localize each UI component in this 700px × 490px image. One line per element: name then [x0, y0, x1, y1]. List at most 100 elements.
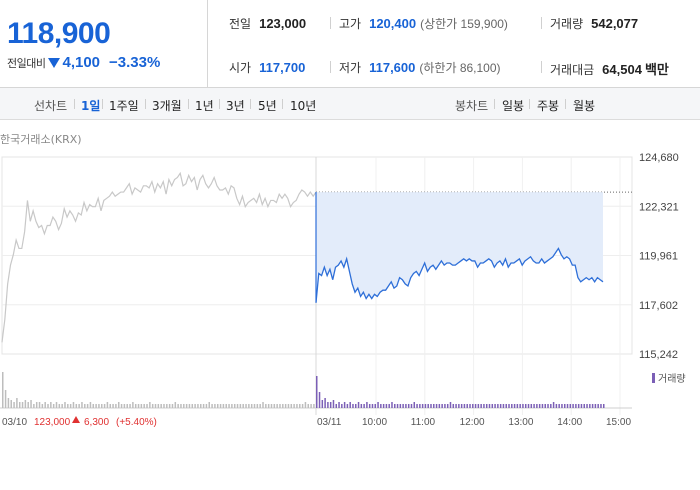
volume-bar-today	[444, 404, 446, 408]
volume-bar-today	[563, 404, 566, 408]
volume-bar-prev	[279, 404, 281, 408]
tab-1week[interactable]: 1주일	[109, 99, 139, 113]
volume-bar-today	[586, 404, 588, 408]
tab-1day[interactable]: 1일	[81, 99, 101, 113]
change-percent: −3.33%	[109, 54, 161, 71]
volume-bar-today	[594, 404, 597, 408]
volume-bar-prev	[185, 404, 188, 408]
volume-bar-today	[402, 404, 404, 408]
y-tick-label: 117,602	[639, 300, 678, 312]
x-tick-label: 15:00	[606, 417, 631, 428]
volume-bar-prev	[112, 404, 114, 408]
volume-bar-prev	[35, 402, 38, 408]
price-chart: 124,680 122,321 119,961 117,602 115,242 03/1…	[0, 152, 686, 428]
tab-divider	[219, 99, 220, 109]
x-tick-label: 10:00	[362, 417, 387, 428]
volume-bar-today	[483, 404, 485, 408]
volume-bar-today	[513, 404, 516, 408]
price-change: 전일대비 4,100 −3.33%	[7, 54, 160, 71]
volume-bar-prev	[228, 404, 230, 408]
volume-bar-today	[449, 402, 452, 408]
volume-bar-prev	[120, 404, 123, 408]
volume-bar-prev	[262, 402, 264, 408]
x-tick-label: 03/11	[317, 417, 342, 428]
volume-bar-today	[360, 404, 363, 408]
prev-day-change-pct: (+5.40%)	[116, 417, 157, 428]
volume-bar-prev	[78, 404, 80, 408]
tab-5years[interactable]: 5년	[258, 99, 277, 113]
volume-bar-today	[466, 404, 468, 408]
tab-3months[interactable]: 3개월	[152, 99, 182, 113]
volume-bar-today	[488, 404, 491, 408]
volume-bar-prev	[103, 404, 106, 408]
x-tick-label: 12:00	[460, 417, 485, 428]
volume-bar-today	[497, 404, 499, 408]
tab-10years[interactable]: 10년	[290, 99, 317, 113]
tab-monthly-candle[interactable]: 월봉	[573, 99, 596, 113]
volume-bar-prev	[154, 404, 157, 408]
volume-bar-today	[597, 404, 599, 408]
volume-bar-prev	[177, 404, 179, 408]
tab-1year[interactable]: 1년	[195, 99, 214, 113]
volume-bar-prev	[174, 402, 177, 408]
volume-bar-today	[580, 404, 583, 408]
volume-bar-prev	[81, 402, 83, 408]
volume-bar-prev	[222, 404, 225, 408]
tab-3years[interactable]: 3년	[226, 99, 245, 113]
volume-bar-today	[341, 404, 343, 408]
volume-bar-prev	[194, 404, 196, 408]
volume-bar-today	[555, 404, 558, 408]
volume-bar-today	[321, 400, 324, 408]
tab-weekly-candle[interactable]: 주봉	[537, 99, 560, 113]
volume-bar-prev	[67, 404, 69, 408]
volume-bar-prev	[72, 402, 75, 408]
tab-divider	[74, 99, 75, 109]
volume-bar-today	[474, 404, 477, 408]
volume-bar-prev	[239, 404, 242, 408]
volume-bar-prev	[265, 404, 267, 408]
volume-bar-today	[591, 404, 594, 408]
y-tick-label: 115,242	[639, 349, 678, 361]
volume-bar-today	[427, 404, 429, 408]
today-area-group	[316, 192, 603, 303]
volume-bar-prev	[287, 404, 290, 408]
volume-bar-today	[327, 402, 329, 408]
volume-bar-today	[533, 404, 535, 408]
volume-bar-prev	[250, 404, 253, 408]
prev-day-close: 123,000	[34, 417, 71, 428]
volume-bar-today	[572, 404, 574, 408]
volume-bar-today	[538, 404, 541, 408]
volume-bar-today	[410, 404, 413, 408]
volume-bar-prev	[50, 402, 52, 408]
volume-bar-prev	[259, 404, 261, 408]
volume-bar-today	[469, 404, 471, 408]
volume-bar-today	[419, 404, 421, 408]
y-tick-label: 122,321	[639, 201, 679, 213]
volume-bar-prev	[160, 404, 162, 408]
volume-bar-today	[458, 404, 460, 408]
today-series-line	[315, 247, 604, 303]
volume-bar-prev	[233, 404, 236, 408]
volume-bar-today	[385, 404, 388, 408]
tab-daily-candle[interactable]: 일봉	[502, 99, 525, 113]
volume-bar-prev	[58, 404, 61, 408]
volume-bar-prev	[4, 390, 7, 408]
prev-day-line-group	[1, 171, 632, 343]
volume-bar-today	[335, 404, 338, 408]
volume-bar-prev	[16, 398, 18, 408]
volume-bar-today	[524, 404, 527, 408]
volume-bar-today	[494, 404, 496, 408]
volume-bar-prev	[75, 404, 78, 408]
volume-bar-today	[536, 404, 538, 408]
volume-bar-today	[441, 404, 443, 408]
volume-bar-today	[377, 402, 379, 408]
volume-bar-prev	[84, 404, 86, 408]
volume-bar-today	[382, 404, 385, 408]
lower-limit: (하한가 86,100)	[419, 61, 501, 75]
volume-bar-prev	[132, 402, 134, 408]
volume-bar-prev	[183, 404, 185, 408]
volume-bar-today	[396, 404, 399, 408]
volume-bar-today	[577, 404, 580, 408]
volume-bar-prev	[24, 400, 27, 408]
x-axis-ticks: 03/11 10:00 11:00 12:00 13:00 14:00 15:00	[317, 417, 631, 428]
